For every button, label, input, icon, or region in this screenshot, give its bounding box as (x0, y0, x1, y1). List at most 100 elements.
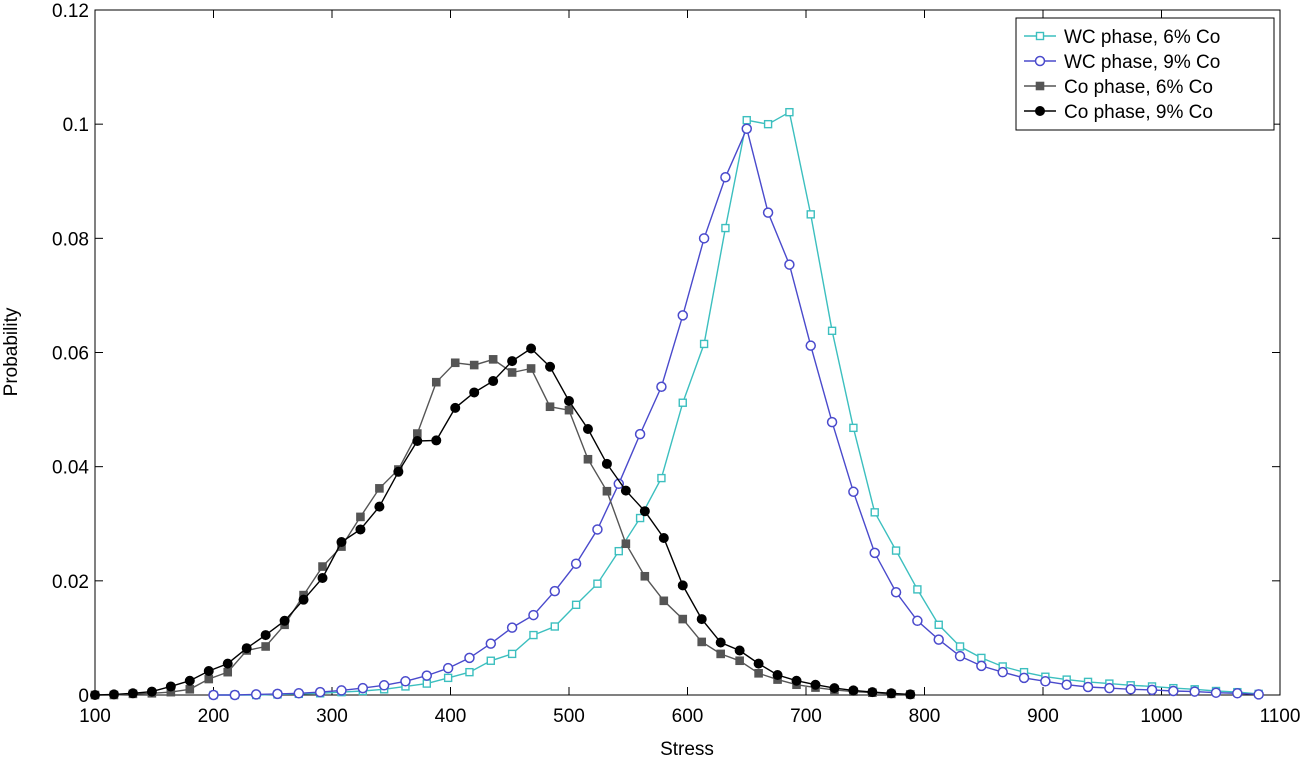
series-2-point (336, 685, 347, 696)
series-3-point (545, 402, 555, 412)
series-4-point (696, 614, 707, 625)
x-tick-label: 100 (79, 706, 111, 727)
series-2-point (570, 558, 582, 569)
series-1-point (977, 653, 986, 663)
series-3-point (640, 571, 650, 581)
legend-label: WC phase, 6% Co (1064, 27, 1220, 48)
series-2-point (592, 524, 603, 535)
series-2-point (784, 259, 795, 270)
series-1-point (678, 398, 687, 407)
x-tick-label: 400 (435, 706, 467, 727)
series-1-point (486, 656, 495, 665)
series-3-point (583, 454, 593, 464)
series-3-point (659, 596, 669, 606)
series-2-point (1040, 676, 1051, 687)
series-1-point (635, 513, 645, 523)
series-1-point (571, 600, 581, 610)
series-4-point (203, 666, 214, 677)
series-1-point (806, 210, 815, 219)
series-2-point (208, 689, 219, 701)
series-1-point (550, 622, 559, 631)
series-4-point (620, 485, 631, 496)
series-3-point (678, 614, 688, 624)
series-2-point (314, 686, 326, 698)
series-1-point (699, 339, 709, 349)
series-4-point (165, 681, 176, 692)
series-3-point (261, 642, 270, 651)
series-2 (208, 123, 1264, 701)
series-4-point (564, 396, 574, 407)
series-1-point (657, 473, 666, 483)
series-4-point (867, 687, 878, 698)
series-2-point (656, 381, 667, 392)
series-2-point (698, 233, 710, 244)
series-4-point (658, 533, 669, 544)
series-2-point (805, 340, 816, 351)
series-2-point (1168, 685, 1179, 697)
legend-item: WC phase, 6% Co (1024, 27, 1220, 48)
series-2-point (720, 172, 731, 183)
series-4-point (279, 615, 290, 626)
legend-swatch-point (1035, 106, 1045, 116)
series-1-point (593, 579, 602, 588)
series-4-point (734, 645, 745, 656)
series-1-point (465, 667, 474, 677)
legend-item: Co phase, 9% Co (1024, 102, 1213, 123)
series-4-point (431, 435, 442, 446)
series-4-point (108, 689, 119, 700)
series-2-point (1082, 681, 1094, 693)
series-4-point (222, 658, 233, 669)
series-4-point (545, 361, 556, 372)
legend-swatch-point (1035, 81, 1045, 91)
series-1-point (913, 585, 922, 594)
series-3-point (716, 649, 725, 659)
x-tick-label: 1000 (1140, 706, 1182, 727)
series-2-point (1189, 686, 1200, 697)
series-4-point (127, 688, 138, 699)
series-1-point (763, 119, 773, 129)
series-3-point (223, 667, 233, 677)
series-2-point (1146, 684, 1158, 696)
x-tick-label: 900 (1027, 706, 1059, 727)
series-1-point (870, 508, 879, 517)
series-2-point (1125, 684, 1136, 695)
y-tick-label: 0.02 (52, 572, 89, 593)
x-tick-label: 500 (553, 706, 585, 727)
series-4-point (184, 675, 195, 686)
series-4 (90, 343, 916, 700)
series-1-point (507, 649, 517, 659)
series-3-point (356, 512, 365, 522)
x-tick-label: 300 (316, 706, 348, 727)
series-3-point (375, 484, 384, 493)
series-2-point (1061, 679, 1072, 690)
series-2-point (485, 638, 497, 649)
series-1-point (742, 115, 751, 125)
series-2-point (442, 662, 454, 674)
legend-box (1015, 17, 1275, 131)
series-3-point (564, 405, 574, 415)
series-2-point (848, 486, 859, 498)
series-2-point (1232, 688, 1243, 699)
series-4-point (488, 376, 499, 387)
series-3-point (526, 364, 536, 373)
series-2-point (677, 310, 689, 321)
series-4-point (791, 675, 802, 686)
series-1-point (529, 630, 538, 640)
series-2-point (912, 615, 923, 627)
series-4-point (146, 686, 157, 697)
series-2-point (869, 547, 880, 559)
y-tick-label: 0.12 (52, 1, 89, 22)
series-2-point (741, 123, 752, 134)
series-4-point (412, 435, 423, 446)
series-1-point (614, 546, 623, 556)
x-tick-label: 1100 (1260, 706, 1301, 727)
series-3-point (621, 539, 631, 549)
series-4-point (450, 402, 461, 413)
y-tick-label: 0.06 (52, 344, 89, 365)
y-tick-label: 0.1 (63, 115, 89, 136)
series-4-point (393, 466, 404, 477)
series-4-point (753, 658, 764, 669)
series-2-point (293, 688, 305, 699)
series-3-point (204, 674, 214, 684)
